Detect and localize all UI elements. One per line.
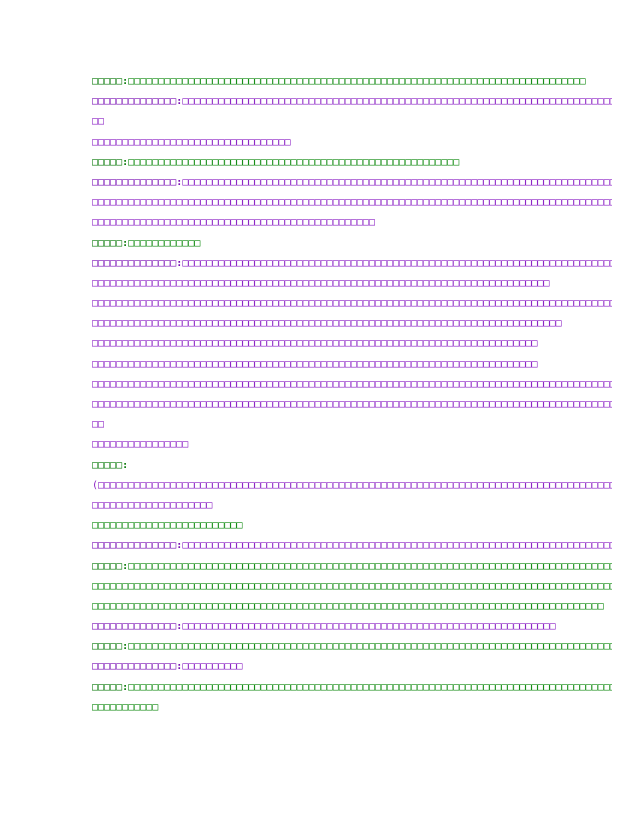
- speaker-label: □□□□□:: [92, 237, 129, 249]
- transcript-line: □□□□□□□□□□□□□□□□□□□□□□□□□□□□□□□□□: [92, 133, 612, 153]
- transcript-line: □□□□□□□□□□□□□□□□□□□□□□□□□□□□□□□□□□□□□□□□…: [92, 597, 612, 617]
- transcript-line: □□□□□:: [92, 456, 612, 476]
- line-text: □□□□□□□□□□□□□□□□□□□□□□□□□□□□□□□□□: [92, 136, 291, 148]
- line-text: □□: [92, 419, 105, 431]
- transcript-line: □□□□□□□□□□□□□□:□□□□□□□□□□: [92, 657, 612, 677]
- transcript-line: □□□□□□□□□□□□□□□□□□□□□□□□□□□□□□□□□□□□□□□□…: [92, 395, 612, 415]
- speaker-label: □□□□□:: [92, 76, 129, 87]
- transcript-line: □□□□□□□□□□□□□□□□□□□□□□□□□□□□□□□□□□□□□□□□…: [92, 314, 612, 334]
- transcript-line: □□□□□□□□□□□□□□□□□□□□□□□□□□□□□□□□□□□□□□□□…: [92, 213, 612, 233]
- line-text: (□□□□□□□□□□□□□□□□□□□□□□□□□□□□□□□□□□□□□□□…: [92, 479, 612, 491]
- speaker-label: □□□□□:: [92, 560, 129, 572]
- line-text: □□□□□□□□□□□□□□□□□□□□□□□□□□□□□□□□□□□□□□□□…: [182, 621, 556, 633]
- line-text: □□□□□□□□□□□□□□□□□□□□□□□□□□□□□□□□□□□□□□□□…: [182, 96, 612, 108]
- transcript-line: □□□□□:□□□□□□□□□□□□□□□□□□□□□□□□□□□□□□□□□□…: [92, 153, 612, 173]
- line-text: □□□□□□□□□□□□□□□□□□□□□□□□□□□□□□□□□□□□□□□□…: [92, 197, 612, 209]
- line-text: □□□□□□□□□□□: [92, 701, 159, 713]
- transcript-line: □□□□□□□□□□□: [92, 698, 612, 718]
- line-text: □□□□□□□□□□: [182, 661, 243, 673]
- transcript-line: □□□□□:□□□□□□□□□□□□: [92, 234, 612, 254]
- transcript-line: □□□□□□□□□□□□□□□□□□□□□□□□□□□□□□□□□□□□□□□□…: [92, 375, 612, 395]
- speaker-label: □□□□□:: [92, 459, 129, 471]
- speaker-label: □□□□□:: [92, 641, 129, 653]
- speaker-label: □□□□□:: [92, 156, 129, 168]
- speaker-label: □□□□□□□□□□□□□□:: [92, 661, 183, 673]
- transcript-line: □□□□□□□□□□□□□□□□□□□□□□□□□: [92, 516, 612, 536]
- line-text: □□□□□□□□□□□□□□□□□□□□□□□□□□□□□□□□□□□□□□□□…: [182, 540, 612, 552]
- line-text: □□□□□□□□□□□□□□□□□□□□□□□□□□□□□□□□□□□□□□□□…: [92, 298, 612, 310]
- transcript-line: □□□□□□□□□□□□□□□□□□□□: [92, 496, 612, 516]
- line-text: □□□□□□□□□□□□□□□□□□□□: [92, 499, 213, 511]
- transcript: □□□□□:□□□□□□□□□□□□□□□□□□□□□□□□□□□□□□□□□□…: [92, 72, 612, 718]
- line-text: □□□□□□□□□□□□□□□□□□□□□□□□□□□□□□□□□□□□□□□□…: [92, 600, 604, 612]
- transcript-line: □□□□□:□□□□□□□□□□□□□□□□□□□□□□□□□□□□□□□□□□…: [92, 557, 612, 577]
- transcript-line: □□□□□:□□□□□□□□□□□□□□□□□□□□□□□□□□□□□□□□□□…: [92, 678, 612, 698]
- line-text: □□□□□□□□□□□□□□□□□□□□□□□□□□□□□□□□□□□□□□□□…: [92, 318, 562, 330]
- line-text: □□□□□□□□□□□□□□□□□□□□□□□□□□□□□□□□□□□□□□□□…: [92, 399, 612, 410]
- line-text: □□□□□□□□□□□□□□□□□□□□□□□□□: [92, 520, 243, 532]
- line-text: □□□□□□□□□□□□: [128, 237, 201, 249]
- line-text: □□□□□□□□□□□□□□□□□□□□□□□□□□□□□□□□□□□□□□□□…: [92, 277, 550, 289]
- line-text: □□□□□□□□□□□□□□□□□□□□□□□□□□□□□□□□□□□□□□□□…: [92, 358, 538, 370]
- transcript-line: □□□□□□□□□□□□□□□□□□□□□□□□□□□□□□□□□□□□□□□□…: [92, 355, 612, 375]
- transcript-line: □□□□□□□□□□□□□□:□□□□□□□□□□□□□□□□□□□□□□□□□…: [92, 92, 612, 112]
- line-text: □□□□□□□□□□□□□□□□□□□□□□□□□□□□□□□□□□□□□□□□…: [128, 76, 586, 87]
- transcript-line: □□□□□:□□□□□□□□□□□□□□□□□□□□□□□□□□□□□□□□□□…: [92, 72, 612, 92]
- transcript-line: □□□□□□□□□□□□□□□□□□□□□□□□□□□□□□□□□□□□□□□□…: [92, 274, 612, 294]
- speaker-label: □□□□□:: [92, 681, 129, 693]
- transcript-line: □□□□□□□□□□□□□□□□□□□□□□□□□□□□□□□□□□□□□□□□…: [92, 193, 612, 213]
- speaker-label: □□□□□□□□□□□□□□:: [92, 257, 183, 269]
- speaker-label: □□□□□□□□□□□□□□:: [92, 621, 183, 633]
- speaker-label: □□□□□□□□□□□□□□:: [92, 96, 183, 108]
- line-text: □□□□□□□□□□□□□□□□□□□□□□□□□□□□□□□□□□□□□□□□…: [92, 217, 375, 229]
- line-text: □□: [92, 116, 105, 128]
- line-text: □□□□□□□□□□□□□□□□□□□□□□□□□□□□□□□□□□□□□□□□…: [128, 641, 612, 653]
- line-text: □□□□□□□□□□□□□□□□□□□□□□□□□□□□□□□□□□□□□□□□…: [128, 681, 612, 693]
- transcript-line: □□□□□□□□□□□□□□:□□□□□□□□□□□□□□□□□□□□□□□□□…: [92, 536, 612, 556]
- transcript-line: □□□□□□□□□□□□□□:□□□□□□□□□□□□□□□□□□□□□□□□□…: [92, 617, 612, 637]
- transcript-line: □□□□□□□□□□□□□□□□: [92, 435, 612, 455]
- line-text: □□□□□□□□□□□□□□□□□□□□□□□□□□□□□□□□□□□□□□□□…: [92, 378, 612, 390]
- transcript-line: □□: [92, 112, 612, 132]
- speaker-label: □□□□□□□□□□□□□□:: [92, 540, 183, 552]
- transcript-line: □□□□□□□□□□□□□□□□□□□□□□□□□□□□□□□□□□□□□□□□…: [92, 577, 612, 597]
- transcript-line: □□: [92, 415, 612, 435]
- transcript-line: □□□□□□□□□□□□□□□□□□□□□□□□□□□□□□□□□□□□□□□□…: [92, 334, 612, 354]
- transcript-line: (□□□□□□□□□□□□□□□□□□□□□□□□□□□□□□□□□□□□□□□…: [92, 476, 612, 496]
- line-text: □□□□□□□□□□□□□□□□□□□□□□□□□□□□□□□□□□□□□□□□…: [182, 176, 612, 188]
- speaker-label: □□□□□□□□□□□□□□:: [92, 176, 183, 188]
- line-text: □□□□□□□□□□□□□□□□□□□□□□□□□□□□□□□□□□□□□□□□…: [128, 560, 612, 572]
- line-text: □□□□□□□□□□□□□□□□□□□□□□□□□□□□□□□□□□□□□□□□…: [92, 338, 538, 350]
- line-text: □□□□□□□□□□□□□□□□□□□□□□□□□□□□□□□□□□□□□□□□…: [92, 580, 612, 592]
- line-text: □□□□□□□□□□□□□□□□□□□□□□□□□□□□□□□□□□□□□□□□…: [182, 257, 612, 269]
- transcript-line: □□□□□□□□□□□□□□:□□□□□□□□□□□□□□□□□□□□□□□□□…: [92, 254, 612, 274]
- transcript-line: □□□□□□□□□□□□□□□□□□□□□□□□□□□□□□□□□□□□□□□□…: [92, 294, 612, 314]
- line-text: □□□□□□□□□□□□□□□□□□□□□□□□□□□□□□□□□□□□□□□□…: [128, 156, 460, 168]
- transcript-line: □□□□□□□□□□□□□□:□□□□□□□□□□□□□□□□□□□□□□□□□…: [92, 173, 612, 193]
- transcript-line: □□□□□:□□□□□□□□□□□□□□□□□□□□□□□□□□□□□□□□□□…: [92, 637, 612, 657]
- line-text: □□□□□□□□□□□□□□□□: [92, 439, 189, 451]
